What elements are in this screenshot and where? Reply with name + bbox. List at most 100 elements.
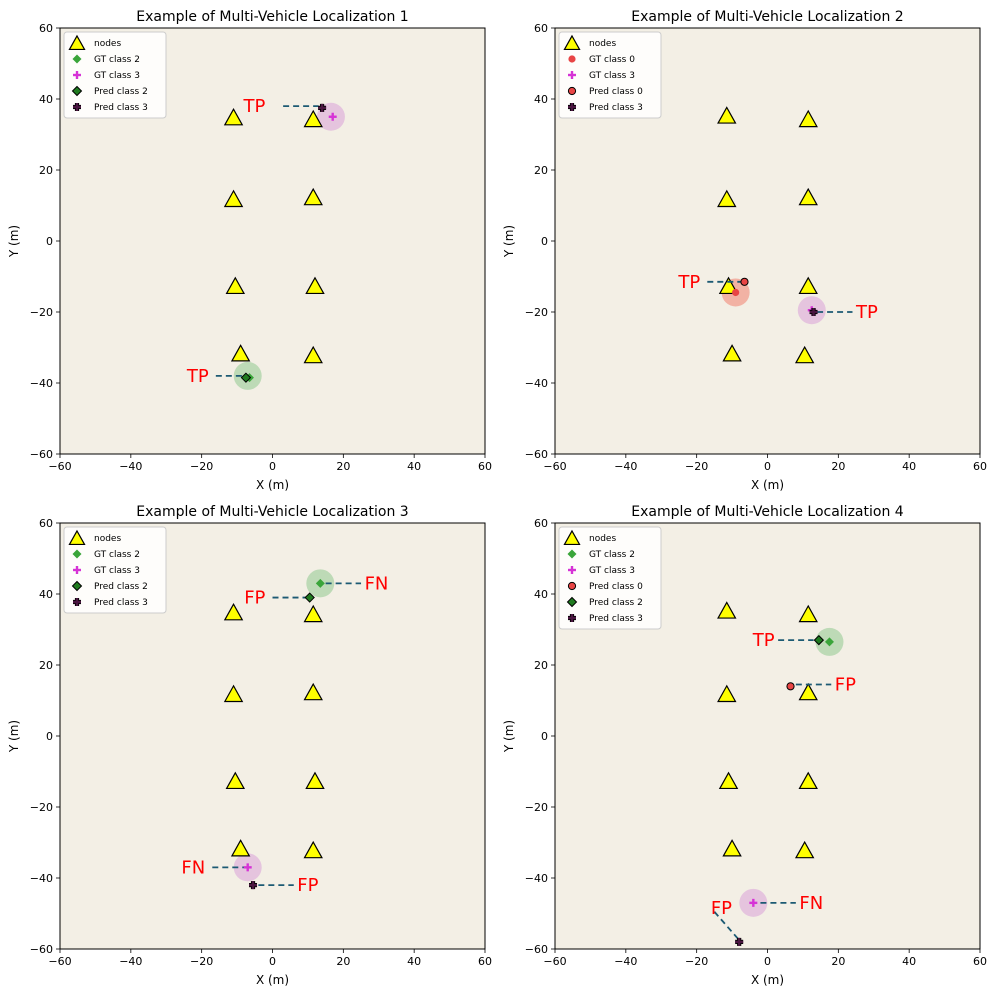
legend-label: GT class 3	[589, 566, 635, 576]
gt-class-3-marker	[243, 863, 252, 872]
plot-frame	[554, 522, 981, 950]
node-marker	[305, 771, 325, 790]
node-marker	[717, 684, 737, 703]
x-tick-label: 60	[973, 955, 987, 968]
legend-gt-class-3-icon	[73, 566, 81, 574]
pred-class-0-marker	[740, 277, 749, 286]
legend: nodes GT class 2 GT class 3 Pred class 2 Pre…	[63, 31, 167, 119]
y-tick-label: 60	[39, 22, 53, 35]
y-tick-label: 0	[46, 730, 53, 743]
node-marker	[230, 839, 251, 857]
x-tick-label: −40	[119, 460, 142, 473]
node-marker	[798, 276, 818, 295]
x-tick-label: 20	[831, 955, 845, 968]
x-tick-label: 0	[269, 460, 276, 473]
legend-label: Pred class 3	[94, 598, 148, 608]
annotation-label: FN	[799, 893, 823, 914]
node-marker	[230, 344, 251, 362]
x-tick-label: −60	[543, 460, 566, 473]
legend-node-icon	[563, 34, 581, 51]
y-tick-label: −60	[525, 943, 548, 956]
legend-label: Pred class 3	[94, 103, 148, 113]
node-marker	[718, 276, 739, 295]
x-tick-label: 40	[902, 460, 916, 473]
x-tick-label: −60	[48, 460, 71, 473]
x-axis-label: X (m)	[751, 478, 784, 492]
node-marker	[798, 604, 818, 623]
legend-label: nodes	[94, 534, 121, 544]
y-axis-label: Y (m)	[502, 720, 516, 753]
node-marker	[798, 682, 818, 701]
pred-class-2-marker	[304, 592, 315, 603]
y-tick-label: 20	[39, 659, 53, 672]
x-tick-label: 60	[973, 460, 987, 473]
y-tick-label: 60	[39, 517, 53, 530]
node-marker	[225, 276, 246, 295]
node-marker	[798, 109, 818, 128]
node-marker	[798, 771, 818, 790]
y-tick-label: 0	[46, 235, 53, 248]
y-tick-label: −40	[30, 377, 53, 390]
legend-node-icon	[68, 34, 86, 51]
y-tick-label: 40	[39, 588, 53, 601]
node-marker	[717, 106, 737, 124]
pred-class-3-marker	[318, 103, 327, 112]
x-tick-label: 20	[336, 460, 350, 473]
chart-title: Example of Multi-Vehicle Localization 3	[136, 504, 408, 520]
legend-node-icon	[68, 529, 86, 546]
x-tick-label: −20	[190, 955, 213, 968]
legend-label: GT class 2	[589, 550, 635, 560]
legend-label: Pred class 2	[94, 582, 148, 592]
legend-box	[63, 526, 167, 614]
legend-pred-class-3-icon	[568, 614, 576, 622]
annotation-label: FN	[365, 573, 389, 594]
x-tick-label: 40	[902, 955, 916, 968]
chart-panel-4: −60 −40 −20 0 20 40 60 −60 −40 −20 0 20 40 60 Example …	[502, 504, 987, 987]
legend-label: GT class 2	[94, 55, 140, 65]
x-tick-label: −20	[190, 460, 213, 473]
y-tick-label: −40	[525, 377, 548, 390]
legend-label: Pred class 3	[589, 103, 643, 113]
node-marker	[717, 601, 737, 619]
chart-panel-3: −60 −40 −20 0 20 40 60 −60 −40 −20 0 20 40 60 Example …	[7, 504, 492, 987]
node-marker	[303, 187, 323, 206]
pred-class-2-marker	[813, 634, 825, 646]
y-tick-label: −60	[30, 943, 53, 956]
legend-label: GT class 3	[94, 71, 140, 81]
legend-label: GT class 2	[94, 550, 140, 560]
x-tick-label: −40	[119, 955, 142, 968]
node-marker	[305, 276, 325, 295]
annotation-label: TP	[186, 366, 209, 387]
y-tick-label: 20	[534, 164, 548, 177]
chart-title: Example of Multi-Vehicle Localization 1	[136, 9, 408, 25]
node-marker	[225, 771, 246, 790]
legend-label: Pred class 3	[589, 614, 643, 624]
node-marker	[223, 684, 244, 703]
node-marker	[794, 345, 815, 364]
y-tick-label: 60	[534, 517, 548, 530]
legend-label: GT class 3	[94, 566, 140, 576]
legend-gt-class-2-icon	[72, 549, 82, 559]
legend-pred-class-3-icon	[568, 103, 576, 111]
legend: nodes GT class 2 GT class 3 Pred class 0 Pre…	[558, 526, 662, 630]
y-tick-label: −40	[525, 872, 548, 885]
y-axis-label: Y (m)	[7, 720, 21, 753]
annotation-label: FN	[181, 857, 205, 878]
gt-class-2-marker	[315, 578, 325, 588]
node-marker	[303, 345, 323, 364]
node-marker	[798, 187, 818, 206]
y-tick-label: 40	[534, 93, 548, 106]
legend-pred-class-0-icon	[567, 86, 577, 96]
chart-title: Example of Multi-Vehicle Localization 2	[631, 9, 903, 25]
gt-class-3-marker	[328, 112, 337, 121]
chart-panel-2: −60 −40 −20 0 20 40 60 −60 −40 −20 0 20 40 60 Example …	[502, 9, 987, 492]
node-marker	[722, 344, 742, 362]
x-tick-label: −20	[685, 460, 708, 473]
annotation-line	[713, 911, 740, 941]
legend-label: nodes	[589, 534, 616, 544]
x-tick-label: 0	[764, 460, 771, 473]
x-axis-label: X (m)	[256, 478, 289, 492]
legend-pred-class-2-icon	[71, 580, 83, 592]
legend-box	[558, 31, 662, 119]
